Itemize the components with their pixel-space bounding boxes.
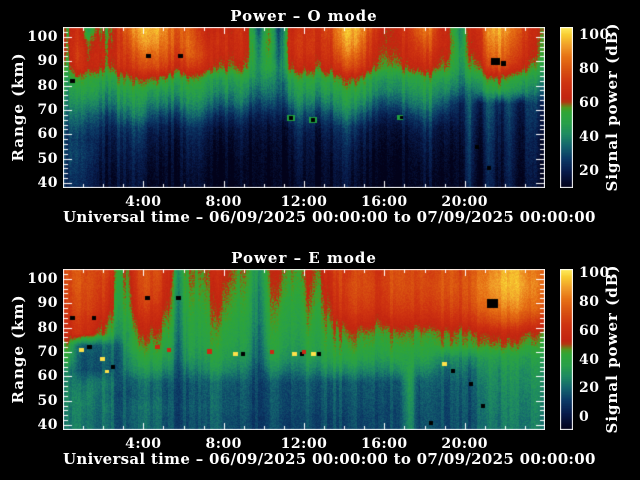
colorbar-tick-label: 60: [579, 95, 600, 112]
colorbar-tick-label: 80: [579, 61, 600, 78]
x-tick-label: 8:00: [205, 194, 242, 210]
colorbar-tick-label: 60: [579, 322, 600, 339]
colorbar-tick-label: 0: [579, 409, 590, 426]
colorbar-tick-label: 100: [579, 27, 610, 44]
x-tick-label: 12:00: [280, 436, 328, 452]
y-tick-label: 50: [37, 150, 58, 167]
e-mode-x-axis-label: Universal time – 06/09/2025 00:00:00 to …: [63, 450, 596, 468]
y-tick-label: 90: [37, 53, 58, 70]
plot-title-e-mode: Power – E mode: [231, 249, 377, 267]
x-tick-label: 4:00: [125, 194, 162, 210]
y-tick-label: 70: [37, 101, 58, 118]
colorbar-tick-label: 40: [579, 129, 600, 146]
e-mode-heatmap: [63, 269, 545, 430]
y-tick-label: 100: [27, 28, 58, 45]
y-tick-label: 80: [37, 319, 58, 336]
colorbar-tick-label: 20: [579, 380, 600, 397]
plot-title-o-mode: Power – O mode: [230, 7, 378, 25]
y-tick-label: 70: [37, 343, 58, 360]
x-tick-label: 20:00: [441, 436, 488, 452]
y-tick-label: 80: [37, 77, 58, 94]
colorbar-tick-label: 80: [579, 294, 600, 311]
e-mode-colorbar-label: Signal power (dB): [603, 264, 621, 434]
x-tick-label: 8:00: [205, 436, 242, 452]
y-tick-label: 40: [37, 417, 58, 434]
colorbar-tick-label: 40: [579, 351, 600, 368]
o-mode-x-axis-label: Universal time – 06/09/2025 00:00:00 to …: [63, 208, 596, 226]
o-mode-heatmap: [63, 27, 545, 188]
y-tick-label: 60: [37, 368, 58, 385]
x-tick-label: 16:00: [361, 194, 408, 210]
y-tick-label: 50: [37, 392, 58, 409]
y-tick-label: 40: [37, 175, 58, 192]
o-mode-colorbar-label: Signal power (dB): [603, 22, 621, 192]
x-tick-label: 4:00: [125, 436, 162, 452]
y-tick-label: 60: [37, 126, 58, 143]
x-tick-label: 20:00: [441, 194, 488, 210]
o-mode-colorbar: [560, 27, 573, 188]
colorbar-tick-label: 20: [579, 163, 600, 180]
y-tick-label: 100: [27, 270, 58, 287]
e-mode-colorbar: [560, 269, 573, 430]
y-tick-label: 90: [37, 295, 58, 312]
colorbar-tick-label: 100: [579, 265, 610, 282]
x-tick-label: 12:00: [280, 194, 328, 210]
x-tick-label: 16:00: [361, 436, 408, 452]
